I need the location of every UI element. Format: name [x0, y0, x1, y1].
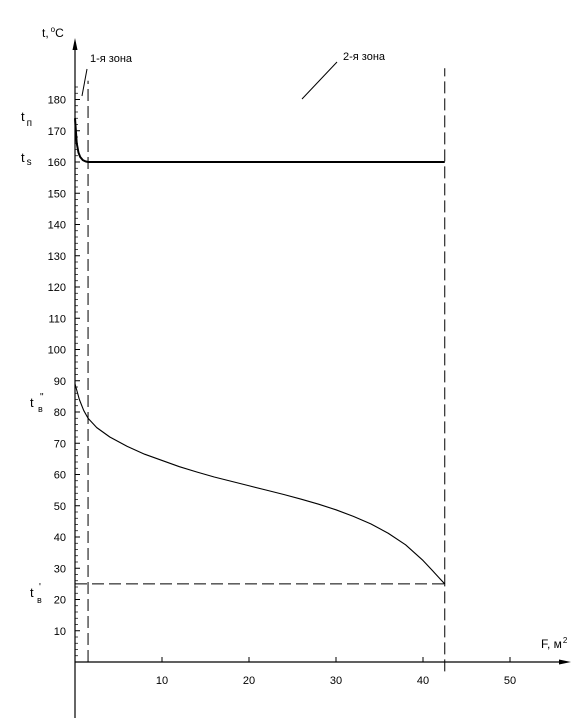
y-axis-arrow [72, 38, 78, 50]
svg-text:": " [40, 392, 44, 403]
y-tick-label: 80 [54, 407, 66, 419]
x-tick-label: 40 [417, 675, 429, 687]
y-tick-label: 20 [54, 595, 66, 607]
y-axis-label: t, oC [42, 25, 64, 40]
y-tick-label: 110 [48, 313, 66, 325]
reference-lines [75, 68, 446, 672]
cold-fluid-temperature-line [74, 383, 446, 585]
label-t-v-prime: t в ' [30, 582, 42, 605]
y-tick-label: 60 [54, 470, 66, 482]
svg-text:в: в [37, 595, 42, 605]
x-tick-label: 10 [156, 675, 168, 687]
svg-text:в: в [38, 404, 43, 414]
hot-fluid-temperature-line [74, 118, 445, 163]
y-tick-label: 160 [48, 157, 66, 169]
label-t-v-double-prime: t в " [30, 392, 44, 414]
zone-2-label: 2-я зона [343, 51, 386, 63]
y-tick-label: 100 [48, 345, 66, 357]
series-lines [74, 118, 446, 585]
x-tick-label: 30 [330, 675, 342, 687]
zone-1-pointer [81, 68, 88, 97]
svg-text:t: t [30, 395, 34, 410]
y-tick-label: 150 [48, 188, 66, 200]
y-tick-label: 90 [54, 376, 66, 388]
svg-text:ts: ts [21, 150, 32, 168]
y-tick-label: 140 [48, 220, 66, 232]
y-tick-label: 40 [54, 532, 66, 544]
y-tick-label: 50 [54, 501, 66, 513]
x-axis-label: F, м2 [541, 636, 568, 651]
svg-text:': ' [39, 582, 41, 593]
zone-2-pointer [301, 61, 338, 100]
y-tick-label: 30 [54, 563, 66, 575]
y-tick-label: 10 [54, 626, 66, 638]
svg-text:t: t [30, 585, 34, 600]
svg-text:tп: tп [21, 109, 32, 129]
x-axis-arrow [559, 659, 571, 665]
x-tick-label: 50 [504, 675, 516, 687]
y-tick-label: 180 [48, 95, 66, 107]
x-ticks: 10 20 30 40 50 [156, 657, 516, 687]
y-tick-label: 130 [48, 251, 66, 263]
y-tick-label: 70 [54, 438, 66, 450]
y-tick-label: 120 [48, 282, 66, 294]
zone-1-label: 1-я зона [90, 53, 133, 65]
y-ticks: 10 20 30 40 50 60 70 80 90 100 110 120 130 140 150 160 1… [48, 95, 80, 638]
y-tick-label: 170 [48, 126, 66, 138]
x-tick-label: 20 [243, 675, 255, 687]
